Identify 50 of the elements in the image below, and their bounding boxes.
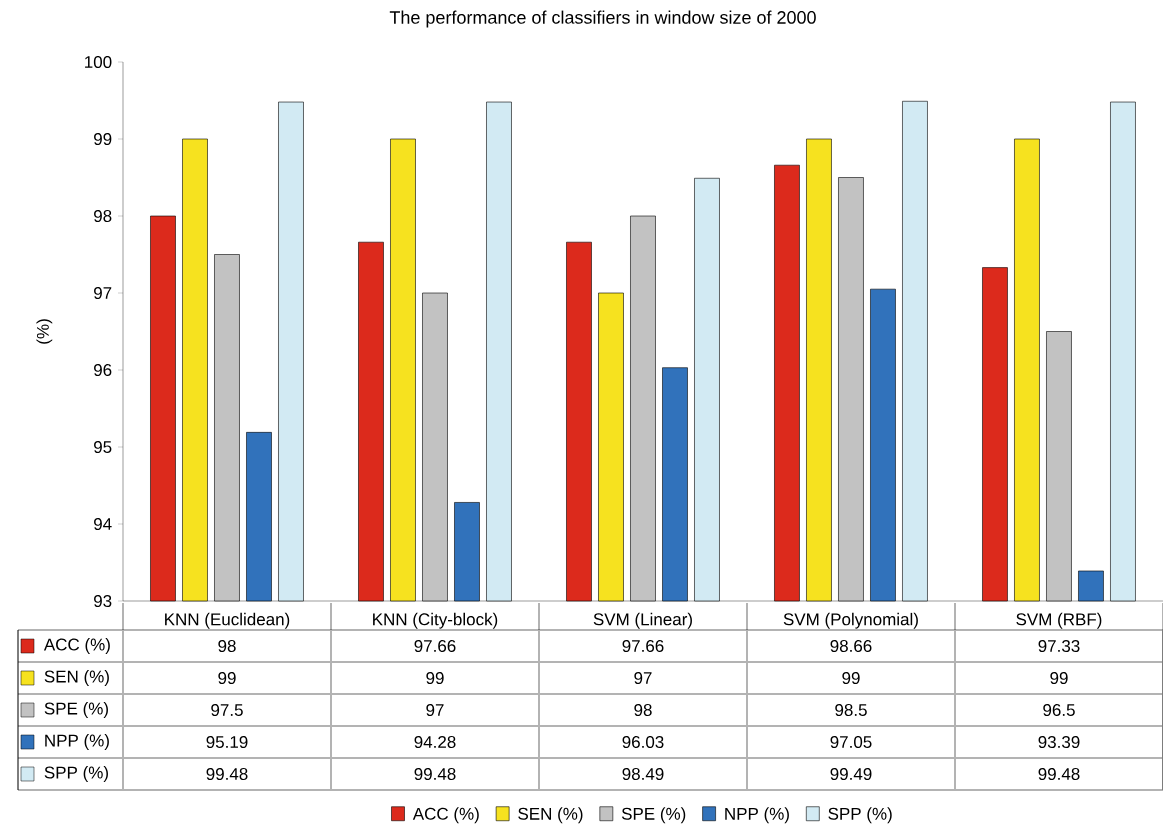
data-label: 98.49 xyxy=(622,767,664,781)
y-axis-title: (%) xyxy=(36,319,53,344)
x-tick-label: SVM (RBF) xyxy=(1016,612,1102,629)
y-tick-label: 96 xyxy=(94,363,112,377)
data-label: 97.33 xyxy=(1038,639,1080,653)
y-tick-label: 94 xyxy=(94,517,112,531)
legend-label: SEN (%) xyxy=(44,670,109,686)
data-label: 96.03 xyxy=(622,735,664,749)
x-tick-label: SVM (Linear) xyxy=(593,612,692,629)
data-label: 98.66 xyxy=(830,639,872,653)
data-label: 99.48 xyxy=(414,767,456,781)
text: SPE (%) xyxy=(621,807,686,824)
data-label: 99.48 xyxy=(1038,767,1080,781)
text: SPP (%) xyxy=(44,766,108,782)
legend-label: NPP (%) xyxy=(45,734,109,750)
y-tick-label: 98 xyxy=(94,209,112,223)
data-label: 99.49 xyxy=(830,767,872,781)
data-label: 96.5 xyxy=(1043,703,1075,717)
data-label: 99 xyxy=(426,671,444,685)
data-label: 98 xyxy=(634,703,652,717)
data-label: 93.39 xyxy=(1038,735,1080,749)
data-label: 99 xyxy=(1050,671,1068,685)
x-tick-label: KNN (City-block) xyxy=(373,612,498,629)
data-label: 95.19 xyxy=(206,735,248,749)
data-label: 97 xyxy=(634,671,652,685)
y-tick-label: 97 xyxy=(94,286,112,300)
data-label: 97 xyxy=(426,703,444,717)
legend-label: SPP (%) xyxy=(828,807,892,824)
data-label: 97.66 xyxy=(622,639,664,653)
x-tick-label: SVM (Polynomial) xyxy=(783,612,918,629)
legend-label: ACC (%) xyxy=(43,638,110,654)
text: ACC (%) xyxy=(412,807,479,824)
data-label: 98.5 xyxy=(835,703,867,717)
data-label: 99.48 xyxy=(206,767,248,781)
data-label: 98 xyxy=(218,639,236,653)
y-tick-label: 100 xyxy=(85,55,112,69)
data-label: 99 xyxy=(842,671,860,685)
chart-title: The performance of classifiers in window size of 2000 xyxy=(389,10,816,28)
data-label: 99 xyxy=(218,671,236,685)
data-label: 97.66 xyxy=(414,639,456,653)
data-label: 97.05 xyxy=(830,735,872,749)
text: NPP (%) xyxy=(725,807,789,824)
y-tick-label: 99 xyxy=(94,132,112,146)
y-tick-label: 95 xyxy=(94,440,112,454)
legend-label: SPE (%) xyxy=(44,702,108,718)
x-tick-label: KNN (Euclidean) xyxy=(165,612,290,629)
data-label: 97.5 xyxy=(211,703,243,717)
y-tick-label: 93 xyxy=(94,594,112,608)
text: SEN (%) xyxy=(518,807,583,824)
data-label: 94.28 xyxy=(414,735,456,749)
